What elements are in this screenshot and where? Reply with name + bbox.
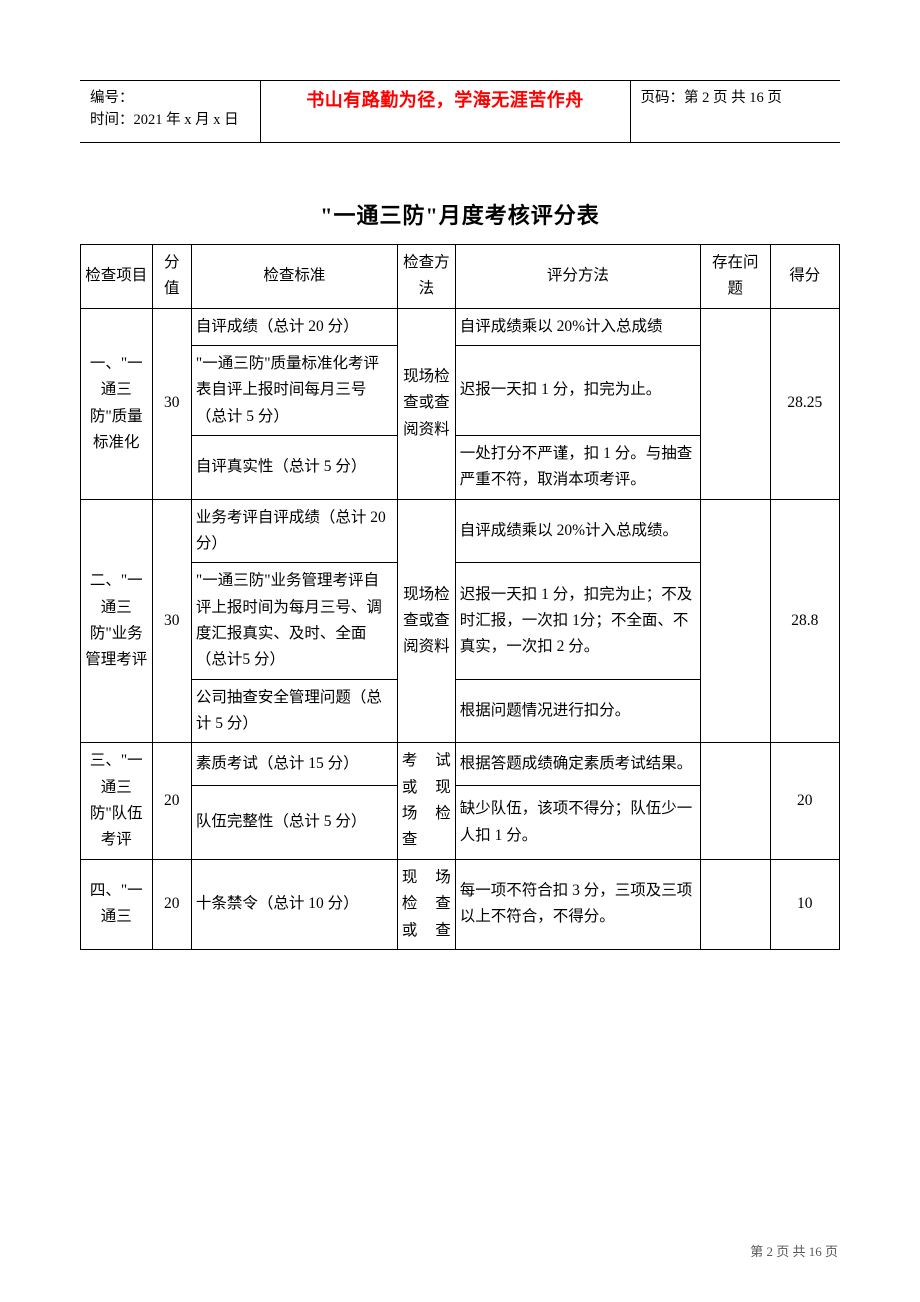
cell-std: 公司抽查安全管理问题（总计 5 分）	[191, 679, 397, 743]
cell-score: 20	[770, 743, 839, 859]
col-eval: 评分方法	[455, 244, 700, 308]
cell-score: 10	[770, 859, 839, 949]
cell-eval: 迟报一天扣 1 分，扣完为止。	[455, 345, 700, 435]
cell-issue	[701, 499, 770, 743]
header-left-cell: 编号： 时间：2021 年 x 月 x 日	[80, 81, 260, 143]
cell-issue	[701, 308, 770, 499]
table-row: 三、"一通三防"队伍考评 20 素质考试（总计 15 分） 考 试或 现场 检查…	[81, 743, 840, 786]
cell-method: 现 场检 查或 查	[397, 859, 455, 949]
col-score: 得分	[770, 244, 839, 308]
cell-item: 四、"一通三	[81, 859, 153, 949]
cell-std: "一通三防"质量标准化考评表自评上报时间每月三号（总计 5 分）	[191, 345, 397, 435]
col-std: 检查标准	[191, 244, 397, 308]
table-row: 二、"一通三防"业务管理考评 30 业务考评自评成绩（总计 20 分） 现场检查…	[81, 499, 840, 563]
cell-eval: 每一项不符合扣 3 分，三项及三项以上不符合，不得分。	[455, 859, 700, 949]
col-method: 检查方法	[397, 244, 455, 308]
header-number: 编号：	[90, 87, 250, 109]
footer-pageinfo: 第 2 页 共 16 页	[750, 1241, 838, 1260]
cell-std: 业务考评自评成绩（总计 20 分）	[191, 499, 397, 563]
page-title: "一通三防"月度考核评分表	[80, 198, 840, 230]
col-issue: 存在问题	[701, 244, 770, 308]
cell-eval: 自评成绩乘以 20%计入总成绩。	[455, 499, 700, 563]
cell-std: 素质考试（总计 15 分）	[191, 743, 397, 786]
cell-value: 20	[152, 859, 191, 949]
cell-value: 20	[152, 743, 191, 859]
cell-value: 30	[152, 308, 191, 499]
header-pageinfo: 页码：第 2 页 共 16 页	[641, 90, 782, 106]
page: 编号： 时间：2021 年 x 月 x 日 书山有路勤为径，学海无涯苦作舟 页码…	[0, 0, 920, 1302]
header-time: 时间：2021 年 x 月 x 日	[90, 109, 250, 131]
cell-std: 自评真实性（总计 5 分）	[191, 436, 397, 500]
cell-eval: 根据问题情况进行扣分。	[455, 679, 700, 743]
cell-issue	[701, 859, 770, 949]
table-row: 四、"一通三 20 十条禁令（总计 10 分） 现 场检 查或 查 每一项不符合…	[81, 859, 840, 949]
score-table: 检查项目 分值 检查标准 检查方法 评分方法 存在问题 得分 一、"一通三防"质…	[80, 244, 840, 950]
cell-item: 二、"一通三防"业务管理考评	[81, 499, 153, 743]
cell-std: 自评成绩（总计 20 分）	[191, 308, 397, 345]
table-header-row: 检查项目 分值 检查标准 检查方法 评分方法 存在问题 得分	[81, 244, 840, 308]
cell-item: 一、"一通三防"质量标准化	[81, 308, 153, 499]
cell-eval: 一处打分不严谨，扣 1 分。与抽查严重不符，取消本项考评。	[455, 436, 700, 500]
cell-eval: 缺少队伍，该项不得分；队伍少一人扣 1 分。	[455, 786, 700, 859]
cell-issue	[701, 743, 770, 859]
cell-std: 队伍完整性（总计 5 分）	[191, 786, 397, 859]
cell-eval: 根据答题成绩确定素质考试结果。	[455, 743, 700, 786]
cell-method: 现场检查或查 阅资料	[397, 499, 455, 743]
col-value: 分值	[152, 244, 191, 308]
cell-std: 十条禁令（总计 10 分）	[191, 859, 397, 949]
table-row: 一、"一通三防"质量标准化 30 自评成绩（总计 20 分） 现场检查或查阅资料…	[81, 308, 840, 345]
header-table: 编号： 时间：2021 年 x 月 x 日 书山有路勤为径，学海无涯苦作舟 页码…	[80, 80, 840, 143]
cell-score: 28.25	[770, 308, 839, 499]
cell-std: "一通三防"业务管理考评自评上报时间为每月三号、调度汇报真实、及时、全面（总计5…	[191, 563, 397, 679]
cell-method: 现场检查或查阅资料	[397, 308, 455, 499]
cell-value: 30	[152, 499, 191, 743]
cell-item: 三、"一通三防"队伍考评	[81, 743, 153, 859]
cell-score: 28.8	[770, 499, 839, 743]
header-center-cell: 书山有路勤为径，学海无涯苦作舟	[260, 81, 630, 143]
cell-eval: 迟报一天扣 1 分，扣完为止；不及时汇报，一次扣 1分；不全面、不真实，一次扣 …	[455, 563, 700, 679]
header-right-cell: 页码：第 2 页 共 16 页	[630, 81, 840, 143]
cell-method: 考 试或 现场 检查	[397, 743, 455, 859]
header-quote: 书山有路勤为径，学海无涯苦作舟	[306, 90, 584, 110]
col-item: 检查项目	[81, 244, 153, 308]
cell-eval: 自评成绩乘以 20%计入总成绩	[455, 308, 700, 345]
